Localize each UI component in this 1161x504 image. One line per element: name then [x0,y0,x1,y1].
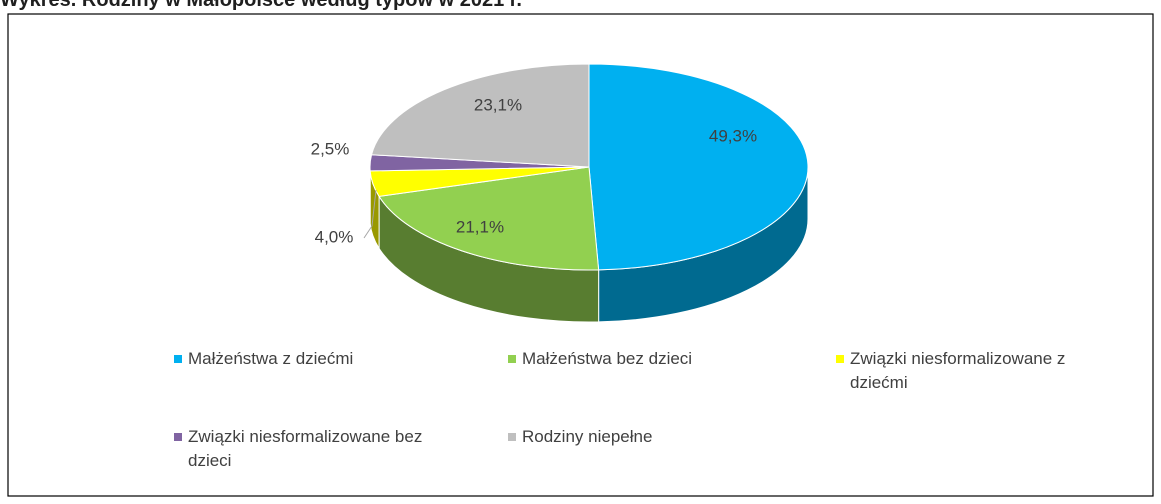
legend-swatch [174,355,182,363]
data-label: 49,3% [709,126,757,145]
legend-item: Związki niesformalizowane bez dzieci [174,425,464,473]
leader-line [363,189,377,239]
legend-swatch [508,433,516,441]
chart-title: Wykres. Rodziny w Małopolsce według typó… [0,0,528,12]
data-label: 4,0% [315,227,354,246]
data-label: 23,1% [474,95,522,114]
pie-slice [370,63,590,168]
legend-item: Związki niesformalizowane z dziećmi [836,347,1096,395]
legend-label: Związki niesformalizowane bez dzieci [188,427,423,470]
pie-slice [378,166,600,271]
legend-label: Małżeństwa bez dzieci [522,349,693,368]
data-label: 2,5% [311,139,350,158]
legend-swatch [508,355,516,363]
legend-item: Rodziny niepełne [508,425,808,449]
data-label: 21,1% [456,217,504,236]
legend-label: Rodziny niepełne [522,427,653,446]
frame [7,13,1154,497]
legend-item: Małżeństwa bez dzieci [508,347,808,371]
legend-item: Małżeństwa z dziećmi [174,347,494,371]
pie-slice [588,63,809,271]
legend-label: Związki niesformalizowane z dziećmi [850,349,1066,392]
legend-swatch [174,433,182,441]
legend-swatch [836,355,844,363]
legend-label: Małżeństwa z dziećmi [188,349,354,368]
